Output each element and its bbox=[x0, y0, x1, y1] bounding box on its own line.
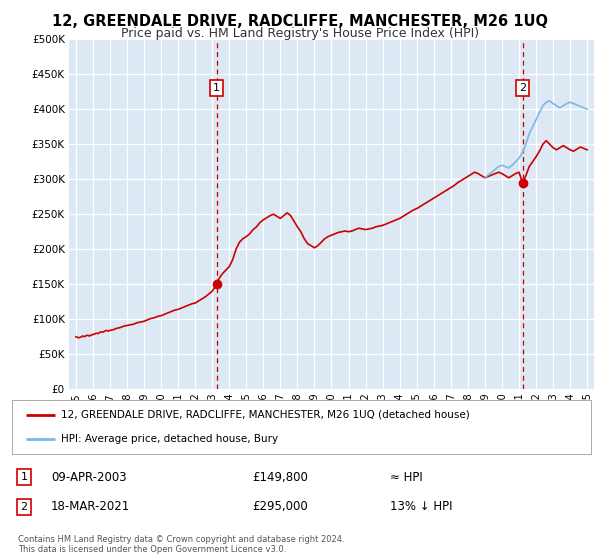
Text: 2: 2 bbox=[20, 502, 28, 512]
Text: 1: 1 bbox=[213, 83, 220, 93]
Text: 12, GREENDALE DRIVE, RADCLIFFE, MANCHESTER, M26 1UQ: 12, GREENDALE DRIVE, RADCLIFFE, MANCHEST… bbox=[52, 14, 548, 29]
Text: 1: 1 bbox=[20, 472, 28, 482]
Text: ≈ HPI: ≈ HPI bbox=[390, 470, 423, 484]
Text: HPI: Average price, detached house, Bury: HPI: Average price, detached house, Bury bbox=[61, 434, 278, 444]
Text: 12, GREENDALE DRIVE, RADCLIFFE, MANCHESTER, M26 1UQ (detached house): 12, GREENDALE DRIVE, RADCLIFFE, MANCHEST… bbox=[61, 410, 470, 420]
Text: 13% ↓ HPI: 13% ↓ HPI bbox=[390, 500, 452, 514]
Text: £149,800: £149,800 bbox=[252, 470, 308, 484]
Text: £295,000: £295,000 bbox=[252, 500, 308, 514]
Text: Contains HM Land Registry data © Crown copyright and database right 2024.
This d: Contains HM Land Registry data © Crown c… bbox=[18, 535, 344, 554]
Text: 2: 2 bbox=[519, 83, 526, 93]
Text: 18-MAR-2021: 18-MAR-2021 bbox=[51, 500, 130, 514]
Text: 09-APR-2003: 09-APR-2003 bbox=[51, 470, 127, 484]
Text: Price paid vs. HM Land Registry's House Price Index (HPI): Price paid vs. HM Land Registry's House … bbox=[121, 27, 479, 40]
